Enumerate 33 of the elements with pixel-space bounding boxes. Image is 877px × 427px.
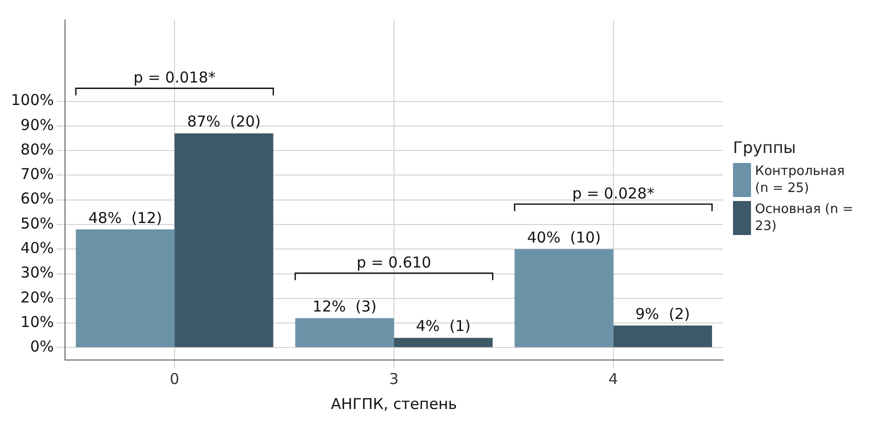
y-tick-label: 80% (20, 140, 54, 158)
legend-title: Группы (733, 138, 797, 157)
x-tick-label: 0 (170, 370, 180, 388)
y-tick-label: 50% (20, 214, 54, 232)
bar (174, 133, 274, 348)
bar (295, 318, 394, 348)
y-tick-label: 70% (20, 165, 54, 184)
x-tick-label: 3 (389, 370, 399, 388)
data-label: 40% (10) (527, 228, 601, 247)
data-label: 12% (3) (312, 298, 377, 316)
y-tick-label: 0% (30, 338, 54, 356)
annotation: p = 0.018* (134, 68, 216, 87)
text: Основная (n = 23) (755, 201, 854, 235)
text: Контрольная (n = 25) (755, 163, 846, 197)
data-label: 48% (12) (88, 208, 162, 227)
x-axis-title: АНГПК, степень (330, 394, 457, 413)
data-label: 4% (1) (416, 317, 471, 336)
y-tick-label: 40% (20, 239, 54, 258)
bar (613, 326, 712, 348)
y-tick-label: 20% (20, 288, 54, 306)
y-tick-label: 10% (20, 312, 54, 331)
bar (514, 249, 614, 348)
bar (394, 338, 493, 348)
annotation: p = 0.610 (356, 254, 432, 272)
y-tick-label: 30% (20, 264, 54, 282)
x-tick-label: 4 (608, 370, 618, 388)
y-tick-label: 90% (20, 116, 54, 134)
y-tick-label: 60% (20, 190, 54, 208)
data-label: 87% (20) (187, 112, 261, 131)
bar (76, 229, 175, 348)
y-tick-label: 100% (10, 91, 54, 110)
annotation: p = 0.028* (572, 184, 655, 203)
data-label: 9% (2) (635, 304, 690, 323)
